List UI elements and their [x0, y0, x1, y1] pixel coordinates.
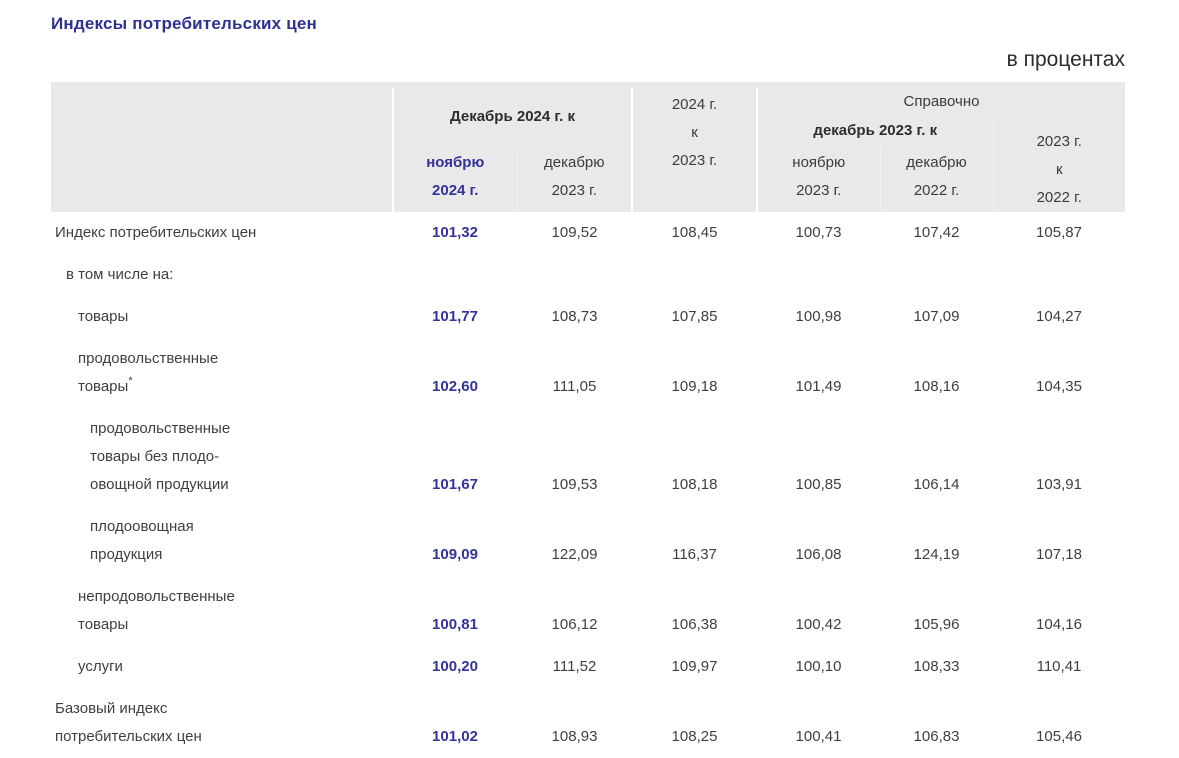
unit-note: в процентах [1006, 48, 1125, 71]
header-col-dec2023: декабрю 2023 г. [516, 145, 632, 212]
cell-value: 105,87 [1036, 224, 1082, 241]
cell-value [993, 254, 1125, 296]
header-col-2023-to-2022: 2023 г. к 2022 г. [992, 116, 1125, 212]
cell-value: 109,52 [551, 224, 598, 241]
row-label: в том числе на: [66, 266, 174, 283]
cell-value: 122,09 [551, 546, 598, 563]
table-row-fruit-veg: плодоовощная продукция 109,09 122,09 116… [51, 506, 1125, 576]
table-row-core-cpi: Базовый индекс потребительских цен 101,0… [51, 688, 1125, 758]
cell-value: 111,52 [552, 658, 597, 675]
cell-value [393, 254, 517, 296]
cell-value: 104,35 [1036, 378, 1082, 395]
row-label: Индекс потребительских цен [55, 224, 257, 241]
cell-value: 106,83 [913, 728, 960, 745]
row-label: плодоовощная продукция [90, 518, 194, 563]
header-col-nov2023: ноябрю 2023 г. [757, 145, 880, 212]
cell-value: 109,18 [671, 378, 718, 395]
cell-value: 108,45 [671, 224, 718, 241]
cell-value: 100,98 [795, 308, 842, 325]
cell-value: 108,25 [671, 728, 718, 745]
cell-value: 102,60 [432, 378, 478, 395]
table-row-goods: товары 101,77 108,73 107,85 100,98 107,0… [51, 296, 1125, 338]
cell-value: 101,77 [432, 308, 478, 325]
table-body: Индекс потребительских цен 101,32 109,52… [51, 212, 1125, 758]
cell-value: 108,33 [913, 658, 960, 675]
cell-value: 106,08 [795, 546, 842, 563]
row-label: непродовольственные товары [78, 588, 235, 633]
row-label: продовольственные товары без плодо- овощ… [90, 420, 231, 493]
row-label: Базовый индекс потребительских цен [55, 700, 202, 745]
cell-value: 109,53 [551, 476, 598, 493]
cell-value: 100,10 [795, 658, 842, 675]
cell-value: 103,91 [1036, 476, 1082, 493]
row-label: услуги [78, 658, 123, 675]
cell-value: 105,46 [1036, 728, 1082, 745]
table-row-food-goods: продовольственные товары* 102,60 111,05 … [51, 338, 1125, 408]
cell-value: 109,97 [671, 658, 718, 675]
cell-value: 110,41 [1036, 658, 1082, 675]
header-col-dec2022: декабрю 2022 г. [879, 145, 993, 212]
table-row-cpi: Индекс потребительских цен 101,32 109,52… [51, 212, 1125, 254]
header-top-strip [51, 82, 1125, 88]
cell-value [880, 254, 993, 296]
cell-value: 105,96 [913, 616, 960, 633]
header-group-spravochno: Справочно [757, 88, 1125, 116]
header-label-column [51, 88, 394, 212]
table-row-nonfood-goods: непродовольственные товары 100,81 106,12… [51, 576, 1125, 646]
cell-value: 108,73 [551, 308, 598, 325]
header-group-dec2023: декабрь 2023 г. к [757, 116, 993, 146]
cell-value: 101,02 [432, 728, 478, 745]
cell-value: 101,49 [795, 378, 842, 395]
cell-value: 104,16 [1036, 616, 1082, 633]
cell-value: 104,27 [1036, 308, 1082, 325]
cell-value: 107,42 [913, 224, 960, 241]
cell-value [517, 254, 632, 296]
cell-value: 107,09 [913, 308, 960, 325]
header-col-nov2024: ноябрю 2024 г. [393, 145, 517, 212]
page: Индексы потребительских цен в процентах … [51, 14, 1125, 758]
cell-value: 100,42 [795, 616, 842, 633]
cell-value: 101,67 [432, 476, 478, 493]
cell-value: 107,18 [1036, 546, 1082, 563]
cell-value: 116,37 [672, 546, 717, 563]
cell-value: 100,81 [432, 616, 478, 633]
cell-value: 100,73 [795, 224, 842, 241]
cell-value: 101,32 [432, 224, 478, 241]
table-row-including: в том числе на: [51, 254, 1125, 296]
cell-value: 106,14 [913, 476, 960, 493]
cell-value: 109,09 [432, 546, 478, 563]
cell-value: 100,41 [795, 728, 842, 745]
table-row-food-excl-fruit-veg: продовольственные товары без плодо- овощ… [51, 408, 1125, 506]
cell-value: 111,05 [552, 378, 597, 395]
row-label: товары [78, 308, 129, 325]
table-header: Декабрь 2024 г. к 2024 г. к 2023 г. Спра… [51, 82, 1125, 212]
cell-value: 108,16 [913, 378, 960, 395]
header-group-dec2024: Декабрь 2024 г. к [393, 88, 632, 146]
page-title: Индексы потребительских цен [51, 14, 318, 33]
cell-value: 106,38 [671, 616, 718, 633]
cell-value: 108,18 [671, 476, 718, 493]
table-row-services: услуги 100,20 111,52 109,97 100,10 108,3… [51, 646, 1125, 688]
cell-value: 106,12 [551, 616, 598, 633]
cell-value: 100,20 [432, 658, 478, 675]
cell-value: 108,93 [551, 728, 598, 745]
header-col-2024-to-2023: 2024 г. к 2023 г. [631, 88, 758, 212]
row-label: продовольственные товары* [78, 350, 219, 395]
cell-value [757, 254, 880, 296]
cell-value: 124,19 [913, 546, 960, 563]
cell-value [632, 254, 757, 296]
footnote-marker: * [128, 375, 133, 387]
cell-value: 107,85 [671, 308, 718, 325]
cell-value: 100,85 [795, 476, 842, 493]
cpi-table: Декабрь 2024 г. к 2024 г. к 2023 г. Спра… [51, 82, 1125, 758]
